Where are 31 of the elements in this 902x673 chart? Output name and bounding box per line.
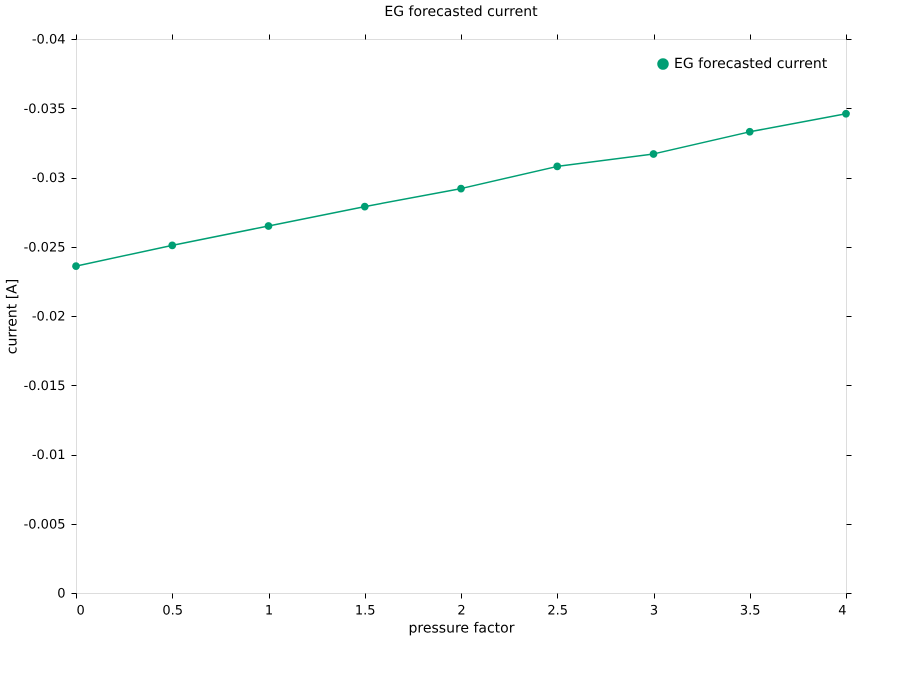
y-tick-label: -0.015	[24, 378, 66, 394]
x-axis-title: pressure factor	[408, 620, 515, 636]
x-tick-label: 3	[650, 604, 658, 618]
y-tick-label: -0.035	[24, 102, 66, 117]
point	[746, 128, 754, 136]
x-tick-label: 1	[264, 604, 274, 618]
point	[842, 110, 850, 118]
y-tick-label: -0.005	[24, 517, 66, 532]
y-tick-label: -0.01	[32, 448, 66, 463]
y-axis-title: current [A]	[4, 278, 21, 354]
point	[457, 184, 465, 192]
y-tick-label: 0	[57, 586, 66, 602]
point	[650, 150, 658, 158]
point	[360, 202, 369, 210]
x-tick-label: 2.5	[547, 604, 568, 618]
point	[264, 222, 272, 230]
y-tick-label: -0.03	[32, 171, 66, 186]
y-tick-label: -0.025	[24, 240, 66, 256]
x-tick-label: 4	[838, 604, 846, 618]
x-tick-label: 0.5	[162, 604, 184, 618]
x-tick-label: 3.5	[740, 604, 761, 618]
point	[168, 242, 176, 250]
x-tick-label: 0	[76, 604, 85, 618]
point	[72, 262, 80, 270]
chart-title: EG forecasted current	[384, 4, 538, 20]
y-tick-label: -0.04	[32, 32, 66, 48]
x-tick-label: 1.5	[354, 604, 376, 618]
point	[553, 162, 562, 170]
x-tick-label: 2	[457, 604, 466, 618]
legend-label: EG forecasted current	[674, 56, 828, 72]
y-tick-label: -0.02	[32, 310, 66, 324]
